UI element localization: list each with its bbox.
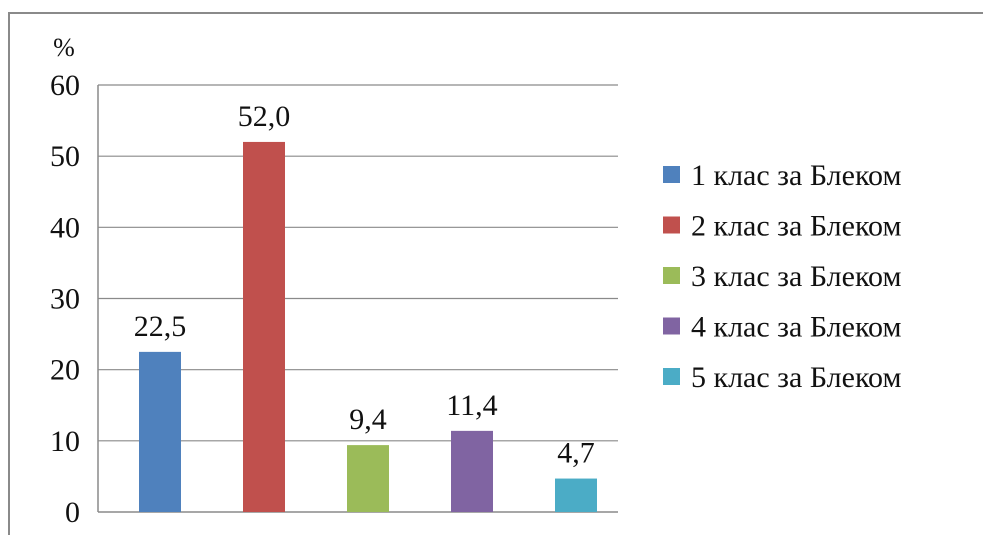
- grid-lines: [98, 84, 618, 442]
- bars: [139, 141, 597, 512]
- bar-4: [451, 430, 493, 512]
- y-tick-label: 10: [50, 425, 80, 458]
- data-label-2: 52,0: [238, 100, 291, 133]
- data-labels: 22,5 52,0 9,4 11,4 4,7: [134, 100, 595, 470]
- bar-3: [347, 445, 389, 512]
- legend-label-1: 1 клас за Блеком: [691, 159, 901, 192]
- legend-label-4: 4 клас за Блеком: [691, 311, 901, 344]
- legend-label-2: 2 клас за Блеком: [691, 210, 901, 243]
- y-tick-label: 50: [50, 140, 80, 173]
- y-tick-label: 60: [50, 69, 80, 102]
- data-label-1: 22,5: [134, 310, 187, 343]
- y-axis-unit-label: %: [53, 33, 75, 62]
- bar-1: [139, 351, 181, 512]
- y-tick-label: 30: [50, 283, 80, 316]
- y-tick-label: 40: [50, 211, 80, 244]
- legend: 1 клас за Блеком 2 клас за Блеком 3 клас з…: [663, 159, 901, 394]
- y-tick-label: 0: [65, 496, 80, 529]
- data-label-4: 11,4: [446, 389, 497, 422]
- y-tick-label: 20: [50, 354, 80, 387]
- bar-2: [243, 141, 285, 512]
- legend-swatch-5: [663, 368, 680, 385]
- legend-label-3: 3 клас за Блеком: [691, 260, 901, 293]
- legend-label-5: 5 клас за Блеком: [691, 361, 901, 394]
- legend-swatch-2: [663, 216, 680, 234]
- data-label-3: 9,4: [349, 403, 387, 436]
- y-tick-labels: 0 10 20 30 40 50 60: [50, 69, 80, 529]
- data-label-5: 4,7: [557, 437, 595, 470]
- legend-swatch-1: [663, 166, 680, 183]
- legend-swatch-4: [663, 317, 680, 335]
- legend-swatch-3: [663, 267, 680, 284]
- bar-5: [555, 478, 597, 512]
